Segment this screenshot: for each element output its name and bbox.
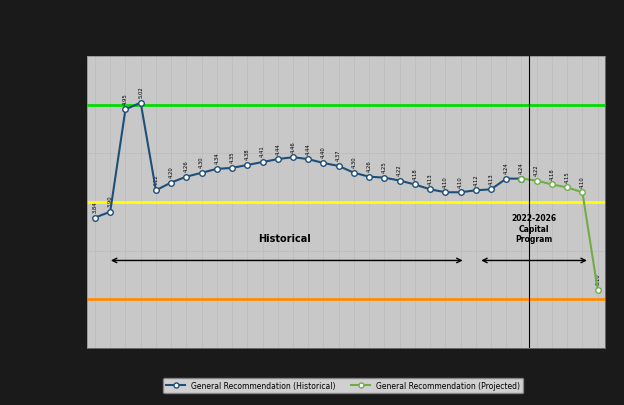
Legend: General Recommendation (Historical), General Recommendation (Projected): General Recommendation (Historical), Gen… (163, 378, 524, 393)
General Recommendation (Historical) (366, 175, 373, 180)
Text: 4.10: 4.10 (443, 175, 448, 187)
General Recommendation (Historical) (107, 210, 114, 215)
Text: 4.13: 4.13 (489, 173, 494, 184)
Text: 4.38: 4.38 (245, 148, 250, 160)
Text: 4.20: 4.20 (168, 166, 173, 177)
General Recommendation (Historical) (305, 157, 312, 162)
Text: 4.44: 4.44 (275, 143, 280, 154)
Text: 4.18: 4.18 (412, 168, 417, 179)
General Recommendation (Historical) (319, 161, 327, 166)
General Recommendation (Historical) (183, 175, 190, 180)
General Recommendation (Historical) (213, 167, 221, 172)
Text: 4.15: 4.15 (565, 171, 570, 182)
Text: 4.95: 4.95 (123, 93, 128, 104)
Text: 4.26: 4.26 (367, 160, 372, 172)
Text: 4.24: 4.24 (519, 162, 524, 174)
Text: 3.84: 3.84 (92, 201, 97, 213)
Text: 4.22: 4.22 (397, 164, 402, 176)
Text: 4.10: 4.10 (458, 175, 463, 187)
General Recommendation (Projected) (518, 177, 525, 181)
General Recommendation (Historical) (457, 190, 464, 195)
General Recommendation (Historical) (442, 190, 449, 195)
General Recommendation (Historical) (122, 108, 129, 113)
Text: 4.37: 4.37 (336, 149, 341, 161)
Text: 4.30: 4.30 (351, 156, 356, 168)
General Recommendation (Historical) (426, 188, 434, 192)
General Recommendation (Historical) (243, 163, 251, 168)
General Recommendation (Projected) (578, 190, 586, 195)
General Recommendation (Historical) (91, 215, 99, 220)
Text: 2022-2026
Capital
Program: 2022-2026 Capital Program (511, 213, 557, 243)
Text: 4.13: 4.13 (427, 173, 432, 184)
Text: 5.02: 5.02 (138, 86, 143, 98)
Text: 4.22: 4.22 (534, 164, 539, 176)
General Recommendation (Projected) (533, 179, 540, 183)
Text: 4.12: 4.12 (154, 174, 158, 185)
Text: 4.44: 4.44 (306, 143, 311, 154)
Text: 3.90: 3.90 (108, 195, 113, 207)
Text: 4.41: 4.41 (260, 145, 265, 157)
General Recommendation (Projected) (548, 183, 556, 188)
Text: 4.10: 4.10 (580, 175, 585, 187)
Line: General Recommendation (Historical): General Recommendation (Historical) (92, 100, 524, 221)
Text: 4.25: 4.25 (382, 161, 387, 173)
General Recommendation (Historical) (411, 183, 419, 188)
General Recommendation (Historical) (350, 171, 358, 176)
General Recommendation (Historical) (152, 188, 160, 193)
General Recommendation (Historical) (396, 179, 403, 183)
General Recommendation (Historical) (137, 101, 144, 106)
General Recommendation (Historical) (228, 166, 236, 171)
General Recommendation (Historical) (518, 177, 525, 181)
Text: 4.35: 4.35 (230, 151, 235, 163)
General Recommendation (Historical) (274, 157, 281, 162)
General Recommendation (Historical) (502, 177, 510, 181)
General Recommendation (Historical) (487, 188, 495, 192)
Text: 3.10: 3.10 (595, 273, 600, 284)
Text: 4.12: 4.12 (473, 174, 479, 185)
Text: 4.24: 4.24 (504, 162, 509, 174)
General Recommendation (Historical) (381, 176, 388, 181)
General Recommendation (Historical) (472, 188, 479, 193)
General Recommendation (Historical) (290, 156, 297, 160)
General Recommendation (Historical) (335, 164, 343, 169)
Text: 4.26: 4.26 (184, 160, 189, 172)
Text: 4.30: 4.30 (199, 156, 204, 168)
Text: 4.34: 4.34 (214, 152, 220, 164)
Text: 4.46: 4.46 (291, 141, 296, 152)
Line: General Recommendation (Projected): General Recommendation (Projected) (519, 177, 600, 293)
Text: 4.18: 4.18 (550, 168, 555, 179)
General Recommendation (Historical) (259, 160, 266, 165)
General Recommendation (Projected) (563, 185, 571, 190)
Text: Historical: Historical (258, 233, 311, 243)
General Recommendation (Projected) (594, 288, 602, 292)
Text: 4.40: 4.40 (321, 146, 326, 158)
General Recommendation (Historical) (198, 171, 205, 176)
General Recommendation (Historical) (167, 181, 175, 185)
